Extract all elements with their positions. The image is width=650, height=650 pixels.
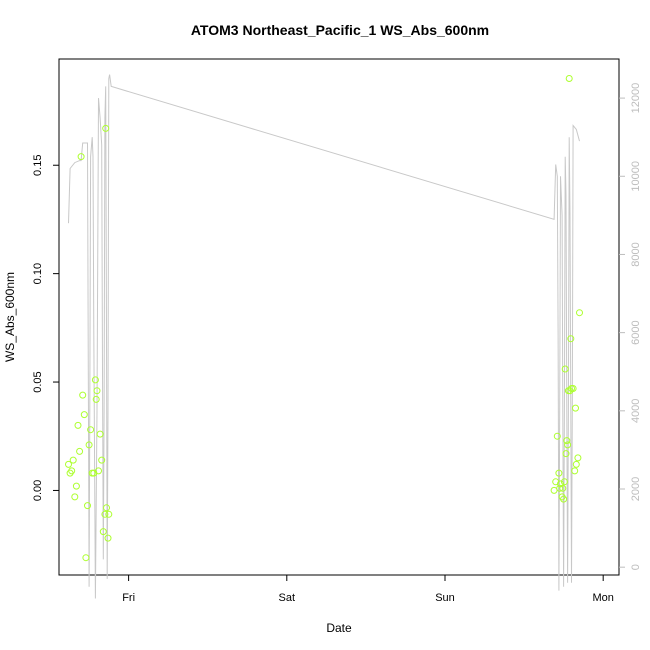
x-axis: Fri Sat Sun Mon (122, 575, 614, 604)
y2-tick-label: 6000 (630, 320, 642, 344)
data-point (93, 387, 101, 395)
data-point (105, 510, 113, 518)
data-point (102, 124, 110, 132)
x-tick-label: Mon (592, 592, 613, 604)
data-point (99, 528, 107, 536)
data-point (85, 441, 93, 449)
data-point (71, 493, 79, 501)
data-point (560, 478, 568, 486)
y-axis-title: WS_Abs_600nm (3, 272, 17, 362)
data-point (65, 460, 72, 468)
y2-tick-label: 8000 (630, 242, 642, 266)
data-point (574, 454, 582, 462)
data-point (77, 153, 85, 161)
data-point (572, 460, 580, 468)
data-point (69, 456, 77, 464)
x-axis-title: Date (326, 621, 352, 635)
y2-axis: 0 2000 4000 6000 8000 10000 12000 (619, 83, 642, 570)
data-point (564, 441, 572, 449)
data-point (103, 504, 110, 512)
data-point (562, 450, 570, 458)
data-point (76, 447, 84, 455)
y2-tick-label: 2000 (630, 477, 642, 501)
data-point (550, 486, 558, 494)
data-point (74, 421, 82, 429)
data-point (572, 404, 579, 412)
data-point (555, 469, 563, 477)
series-line-0 (68, 74, 580, 599)
data-point (576, 309, 583, 317)
y2-tick-label: 12000 (630, 83, 642, 114)
data-point (87, 426, 95, 434)
data-point (563, 437, 571, 445)
data-point (82, 554, 90, 562)
data-point (571, 467, 579, 475)
data-point (91, 376, 99, 384)
x-tick-label: Sun (435, 592, 455, 604)
x-tick-label: Sat (279, 592, 296, 604)
data-point (66, 469, 74, 477)
data-point (565, 75, 573, 82)
y2-tick-label: 4000 (630, 399, 642, 423)
data-point (72, 482, 80, 490)
chart-title: ATOM3 Northeast_Pacific_1 WS_Abs_600nm (191, 22, 489, 38)
y-tick-label: 0.10 (32, 263, 44, 284)
data-point (84, 502, 91, 510)
data-point (104, 534, 112, 542)
data-point (567, 335, 575, 343)
data-point (101, 510, 109, 518)
y-tick-label: 0.05 (32, 371, 44, 392)
data-point (79, 391, 87, 399)
data-point (553, 432, 561, 440)
data-point (569, 385, 577, 392)
data-point (556, 484, 564, 492)
data-point (561, 365, 569, 373)
data-point (559, 484, 567, 492)
point-series (65, 75, 583, 562)
data-point (98, 456, 106, 464)
y2-tick-label: 10000 (630, 161, 642, 192)
data-point (92, 395, 100, 403)
y-tick-label: 0.15 (32, 155, 44, 176)
y-tick-label: 0.00 (32, 480, 44, 501)
data-point (560, 495, 568, 503)
x-tick-label: Fri (122, 592, 135, 604)
data-point (95, 467, 102, 475)
data-point (96, 430, 104, 438)
y-axis: 0.00 0.05 0.10 0.15 (32, 155, 59, 501)
data-point (68, 467, 76, 475)
plot-frame (58, 58, 620, 576)
y2-tick-label: 0 (630, 564, 642, 570)
line-series (68, 74, 580, 599)
data-point (80, 411, 88, 419)
